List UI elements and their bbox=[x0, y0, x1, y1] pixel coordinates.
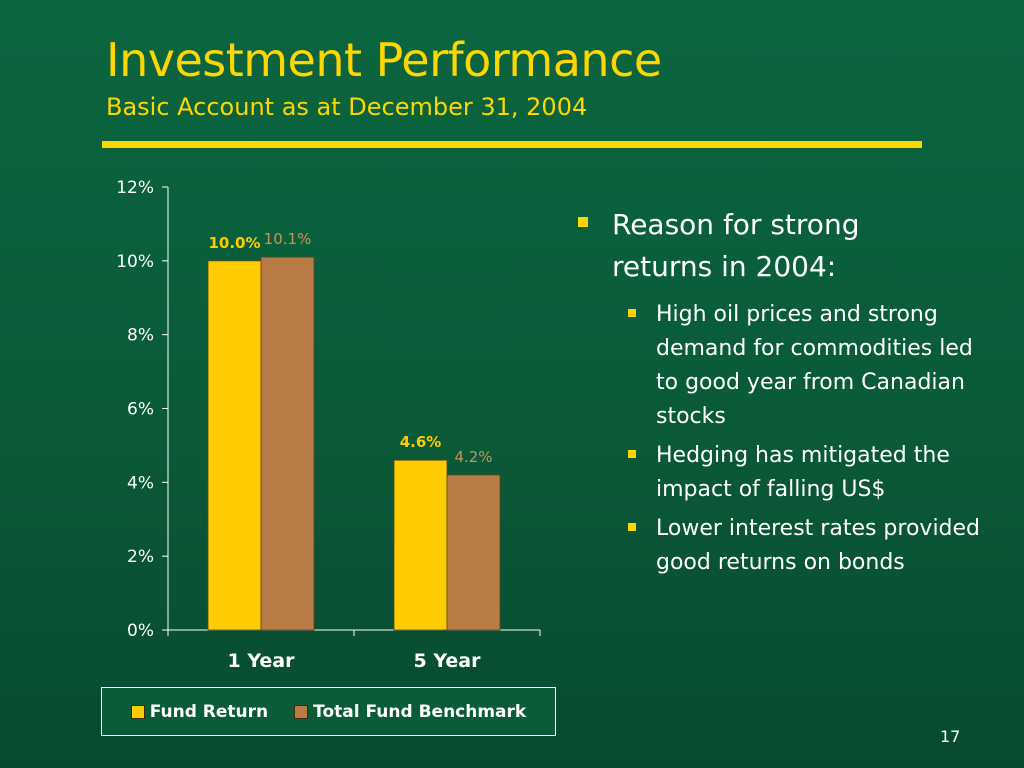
y-tick-label: 6% bbox=[127, 400, 154, 420]
bar bbox=[260, 256, 315, 631]
y-tick-label: 8% bbox=[127, 326, 154, 346]
sub-bullet-text: High oil prices and strong demand for co… bbox=[656, 302, 973, 429]
bullet-square-icon bbox=[578, 217, 588, 227]
bullet-list: Reason for strong returns in 2004: High … bbox=[572, 204, 992, 585]
sub-bullet-square-icon bbox=[628, 309, 636, 317]
legend-item-benchmark: Total Fund Benchmark bbox=[294, 702, 526, 722]
y-tick-label: 0% bbox=[127, 621, 154, 641]
sub-bullet-square-icon bbox=[628, 450, 636, 458]
legend-label-fund-return: Fund Return bbox=[149, 701, 269, 722]
slide-subtitle: Basic Account as at December 31, 2004 bbox=[106, 93, 588, 121]
y-tick-label: 2% bbox=[127, 547, 154, 567]
sub-bullet: Lower interest rates provided good retur… bbox=[618, 512, 992, 580]
slide-title: Investment Performance bbox=[106, 33, 662, 87]
sub-bullet-square-icon bbox=[628, 523, 636, 531]
bar bbox=[393, 459, 448, 631]
bullet-main-text: Reason for strong returns in 2004: bbox=[612, 208, 860, 283]
legend-swatch-fund-return bbox=[130, 704, 145, 719]
data-label: 10.1% bbox=[264, 230, 312, 248]
x-tick-label: 1 Year bbox=[228, 650, 296, 672]
page-number: 17 bbox=[940, 727, 961, 746]
sub-bullet: Hedging has mitigated the impact of fall… bbox=[618, 439, 992, 507]
legend-label-benchmark: Total Fund Benchmark bbox=[313, 701, 527, 722]
bar bbox=[207, 260, 262, 631]
sub-bullet: High oil prices and strong demand for co… bbox=[618, 298, 992, 434]
y-tick-label: 12% bbox=[116, 178, 154, 198]
chart-legend: Fund Return Total Fund Benchmark bbox=[101, 687, 556, 736]
x-tick-label: 5 Year bbox=[414, 650, 482, 672]
bar bbox=[446, 474, 501, 631]
sub-bullet-text: Hedging has mitigated the impact of fall… bbox=[656, 443, 950, 502]
data-label: 10.0% bbox=[208, 234, 260, 252]
title-divider bbox=[102, 141, 922, 148]
sub-bullet-text: Lower interest rates provided good retur… bbox=[656, 516, 981, 575]
data-label: 4.6% bbox=[400, 433, 442, 451]
bullet-main: Reason for strong returns in 2004: bbox=[572, 204, 992, 288]
y-tick-label: 10% bbox=[116, 252, 154, 272]
data-label: 4.2% bbox=[454, 448, 492, 466]
legend-swatch-benchmark bbox=[294, 704, 309, 719]
y-tick-label: 4% bbox=[127, 473, 154, 493]
legend-item-fund-return: Fund Return bbox=[130, 701, 269, 722]
sub-bullet-list: High oil prices and strong demand for co… bbox=[618, 298, 992, 580]
